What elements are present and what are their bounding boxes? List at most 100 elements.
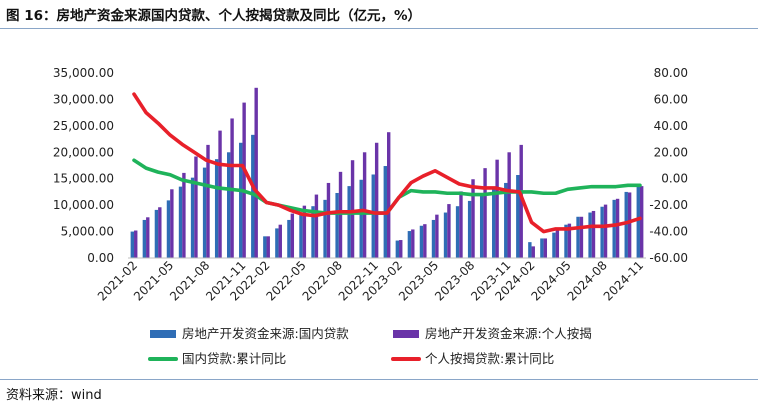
bar xyxy=(507,152,511,258)
bar xyxy=(504,182,508,258)
source-divider xyxy=(0,379,758,380)
bar xyxy=(591,210,596,258)
figure-title: 图 16：房地产资金来源国内贷款、个人按揭贷款及同比（亿元，%） xyxy=(6,8,422,24)
bar-layer xyxy=(130,87,644,258)
bar xyxy=(134,230,138,258)
bar xyxy=(419,225,424,258)
bar xyxy=(516,175,520,258)
bar xyxy=(447,204,451,258)
bar xyxy=(311,206,315,258)
bar xyxy=(555,230,560,258)
bar xyxy=(639,186,644,258)
bar xyxy=(519,144,523,258)
bar xyxy=(564,224,568,258)
bar xyxy=(202,167,207,258)
bar xyxy=(146,217,150,258)
bar xyxy=(254,87,258,258)
series-line xyxy=(132,92,642,234)
axis-layer: 0.00 5,000.00 10,000.00 15,000.00 20,000.00 2… xyxy=(53,66,688,304)
bar xyxy=(287,219,291,258)
bar xyxy=(206,144,210,258)
bar xyxy=(338,171,343,258)
bar xyxy=(567,223,572,258)
y-right-tick-label: 60.00 xyxy=(654,92,688,106)
y-left-tick-label: 30,000.00 xyxy=(53,92,114,106)
y-left-tick-label: 25,000.00 xyxy=(53,119,114,133)
bar xyxy=(275,228,279,258)
y-left-tick-label: 15,000.00 xyxy=(53,172,114,186)
bar xyxy=(190,177,195,258)
bar xyxy=(395,240,400,258)
bar xyxy=(218,130,222,258)
bar xyxy=(335,192,339,258)
x-tick-label: 2024-11 xyxy=(601,258,646,303)
bar xyxy=(627,192,632,258)
bar xyxy=(263,236,267,258)
legend-label: 房地产开发资金来源:个人按揭 xyxy=(425,326,592,341)
bar xyxy=(636,185,640,258)
bar xyxy=(387,132,391,258)
y-left-tick-label: 35,000.00 xyxy=(53,66,114,80)
bar xyxy=(350,160,355,258)
bar xyxy=(612,199,616,258)
bar xyxy=(423,224,427,258)
legend-label: 国内贷款:累计同比 xyxy=(182,351,286,366)
bar xyxy=(624,191,628,258)
bar xyxy=(600,206,604,258)
bar xyxy=(362,152,367,258)
bar xyxy=(314,194,319,258)
bar xyxy=(411,229,415,258)
bar xyxy=(399,240,403,258)
bar xyxy=(443,212,448,258)
bar xyxy=(251,134,255,258)
y-left-tick-label: 10,000.00 xyxy=(53,198,114,212)
bar xyxy=(483,168,487,258)
bar xyxy=(371,174,375,258)
bar xyxy=(266,236,270,258)
line-layer xyxy=(132,92,642,234)
bar xyxy=(214,159,219,258)
y-left-tick-label: 5,000.00 xyxy=(61,225,114,239)
legend-label: 房地产开发资金来源:国内贷款 xyxy=(182,326,349,341)
bar xyxy=(278,224,282,258)
bar xyxy=(182,172,186,258)
bar xyxy=(615,198,620,258)
bar xyxy=(588,212,592,258)
bar xyxy=(492,187,496,258)
bar xyxy=(194,156,198,258)
bar xyxy=(579,216,584,258)
y-right-tick-label: -40.00 xyxy=(649,225,688,239)
bar xyxy=(242,102,246,258)
legend-label: 个人按揭贷款:累计同比 xyxy=(425,351,554,366)
bar xyxy=(576,216,580,258)
bar xyxy=(495,159,499,258)
bar xyxy=(226,152,231,258)
combo-chart: 0.00 5,000.00 10,000.00 15,000.00 20,000.00 2… xyxy=(53,66,688,366)
bar xyxy=(154,209,159,258)
bar xyxy=(302,205,307,258)
bar xyxy=(531,246,535,258)
bar xyxy=(130,231,135,258)
bar xyxy=(359,179,363,258)
y-right-tick-label: 20.00 xyxy=(654,145,688,159)
bar xyxy=(323,199,327,258)
bar xyxy=(479,194,484,258)
bar xyxy=(142,219,147,258)
source-note: 资料来源：wind xyxy=(6,388,102,403)
legend-swatch xyxy=(150,330,176,338)
bar xyxy=(471,179,475,258)
y-left-tick-label: 0.00 xyxy=(87,251,114,265)
bar xyxy=(178,186,183,258)
bar xyxy=(540,238,544,258)
bar xyxy=(455,206,460,258)
bar xyxy=(239,142,243,258)
legend-swatch xyxy=(393,330,419,338)
bar xyxy=(299,213,303,258)
bar xyxy=(158,207,162,258)
y-right-tick-label: 80.00 xyxy=(654,66,688,80)
bar xyxy=(166,200,171,258)
bar xyxy=(374,142,379,258)
y-right-tick-label: -60.00 xyxy=(649,251,688,265)
title-divider xyxy=(0,28,758,29)
